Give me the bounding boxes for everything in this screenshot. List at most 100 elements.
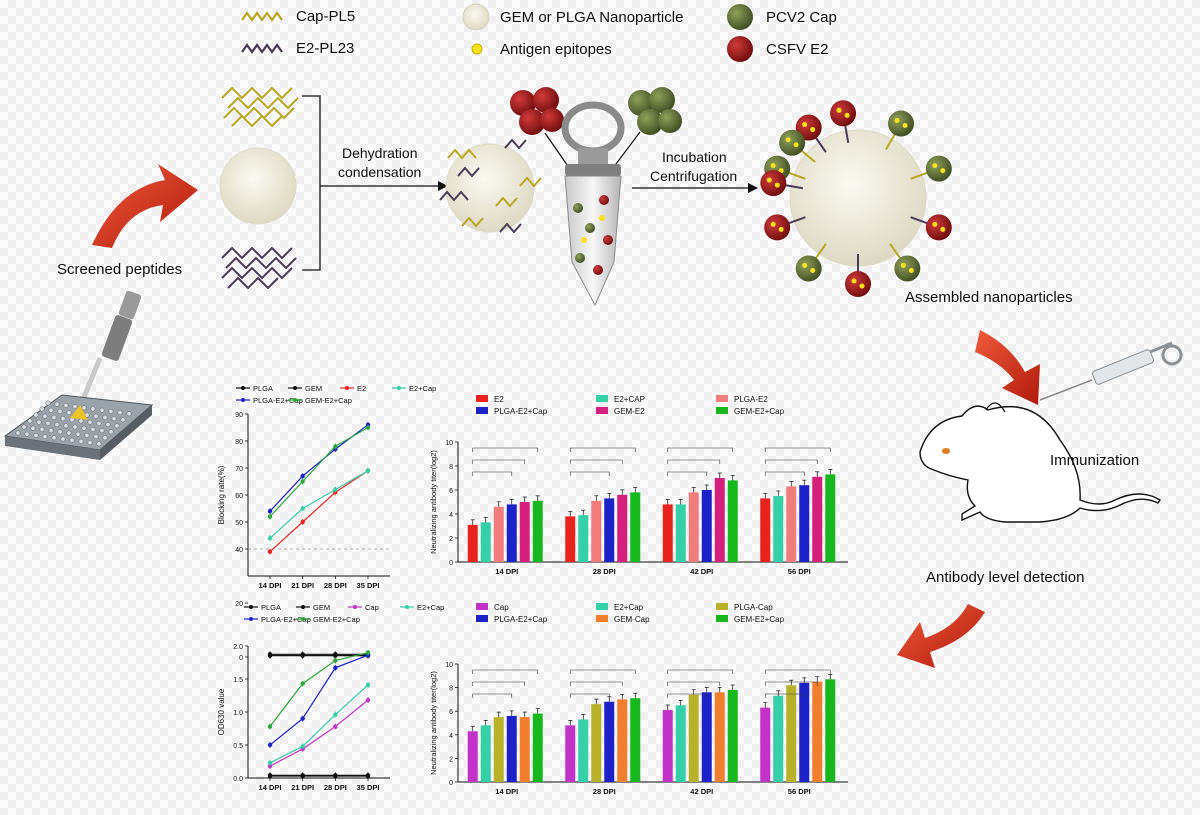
bar-Cap — [760, 707, 771, 782]
bar-GEM-E2+Cap — [825, 474, 836, 562]
legend-marker — [241, 386, 245, 390]
plate-well — [51, 414, 57, 420]
bar-PLGA-E2 — [786, 486, 797, 562]
series-line-PLGA-E2+Cap — [269, 424, 369, 512]
x-tick-label: 28 DPI — [593, 787, 616, 796]
y-tick-label: 10 — [445, 440, 453, 447]
plate-well — [42, 434, 48, 440]
epitope-dot — [851, 278, 857, 284]
plate-well — [33, 432, 39, 438]
legend-label: E2+Cap — [409, 384, 436, 393]
plate-well — [108, 408, 114, 414]
legend-swatch — [476, 395, 488, 402]
legend-swatch — [596, 603, 608, 610]
bar-E2 — [467, 524, 478, 562]
legend-swatch — [476, 407, 488, 414]
bracket — [302, 95, 448, 271]
significance-bracket — [667, 459, 721, 464]
y-tick-label: 0.5 — [233, 743, 243, 750]
legend-label: GEM-Cap — [614, 615, 650, 624]
y-tick-label: 0 — [449, 560, 453, 567]
legend-swatch — [596, 407, 608, 414]
significance-bracket — [764, 681, 818, 686]
bar-E2+Cap — [675, 705, 686, 782]
x-tick-label: 28 DPI — [593, 567, 616, 576]
plate-well — [90, 406, 96, 412]
x-tick-label: 28 DPI — [324, 783, 347, 792]
y-tick-label: 2 — [449, 756, 453, 763]
line-chart-0: 0 20 40 50 60 70 80 90 14 DPI 21 DPI 28 DPI 35 DPI B… — [217, 384, 436, 662]
plate-well — [60, 436, 66, 442]
significance-bracket — [667, 471, 708, 476]
legend-swatch — [596, 615, 608, 622]
csfv-e2-particle — [760, 170, 787, 197]
bar-GEM-E2+Cap — [825, 679, 836, 782]
significance-bracket — [569, 471, 610, 476]
bar-PLGA-E2 — [493, 506, 504, 562]
epitope-dot — [778, 226, 784, 232]
significance-bracket — [472, 669, 539, 674]
plate-well — [63, 423, 69, 429]
plate-well — [48, 428, 54, 434]
significance-bracket — [472, 681, 526, 686]
bar-chart-1: 0 2 4 6 8 10 Neutralizing antibody titer(log2)… — [429, 395, 848, 576]
bar-GEM-E2 — [617, 494, 628, 562]
bar-E2 — [760, 498, 771, 562]
epitope-dot — [810, 127, 816, 133]
csfv-e2-particle — [845, 271, 871, 297]
significance-bracket — [569, 669, 636, 674]
epitope-dot — [770, 163, 776, 169]
red-arrow-down-left-icon — [897, 604, 985, 668]
plate-well — [48, 407, 54, 413]
epitope-dot — [859, 283, 865, 289]
plate-well — [66, 410, 72, 416]
y-axis-label: Neutralizing antibody titer(log2) — [429, 671, 438, 775]
significance-bracket — [667, 669, 734, 674]
assembled-label: Assembled nanoparticles — [905, 289, 1073, 306]
plate-well — [39, 426, 45, 432]
plate-well — [72, 424, 78, 430]
x-tick-label: 56 DPI — [788, 567, 811, 576]
y-tick-label: 10 — [445, 662, 453, 669]
x-tick-label: 35 DPI — [357, 581, 380, 590]
significance-bracket — [764, 447, 831, 452]
bar-Cap — [565, 725, 576, 782]
plate-well — [126, 411, 132, 417]
bar-PLGA-E2+Cap — [506, 715, 517, 782]
legend-marker — [397, 386, 401, 390]
y-tick-label: 60 — [235, 493, 243, 500]
legend-swatch — [716, 615, 728, 622]
bar-GEM-E2 — [812, 476, 823, 562]
plate-well — [81, 405, 87, 411]
legend-csfv-e2: CSFV E2 — [727, 36, 829, 62]
legend-swatch — [716, 603, 728, 610]
bar-E2+Cap — [578, 719, 589, 782]
legend-label: Cap — [365, 603, 379, 612]
legend-epitopes: Antigen epitopes — [471, 41, 612, 58]
epitope-dot — [836, 107, 842, 113]
immunization-label: Immunization — [1050, 452, 1139, 469]
centrifuge-tube-icon — [561, 101, 625, 307]
legend-label: E2 — [357, 384, 366, 393]
well-plate-icon — [3, 394, 154, 460]
legend-swatch — [716, 407, 728, 414]
series-line-Cap — [269, 699, 369, 767]
pcv2-cap-particle — [779, 129, 806, 156]
epitope-dot — [774, 182, 780, 188]
red-curved-arrow-icon — [92, 164, 198, 248]
y-tick-label: 0.0 — [233, 776, 243, 783]
bar-Cap — [662, 710, 673, 782]
csfv-e2-particle — [830, 100, 857, 127]
bar-PLGA-E2+Cap — [506, 504, 517, 562]
bar-PLGA-E2 — [591, 500, 602, 562]
bar-PLGA-E2 — [688, 492, 699, 562]
legend-label: PLGA — [261, 603, 281, 612]
plate-well — [63, 402, 69, 408]
plate-well — [69, 437, 75, 443]
plate-well — [39, 406, 45, 412]
x-tick-label: 42 DPI — [690, 567, 713, 576]
significance-bracket — [667, 681, 721, 686]
plate-well — [45, 400, 51, 406]
plate-well — [36, 419, 42, 425]
